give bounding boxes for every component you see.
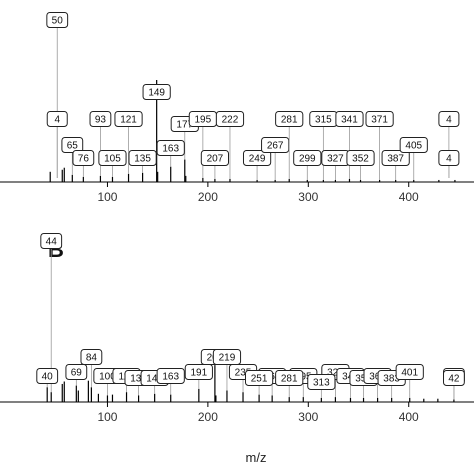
peak-label-box — [114, 111, 143, 127]
peak-label: 163 — [162, 144, 179, 155]
peak-label-box — [335, 111, 364, 127]
peak-label-box — [80, 349, 103, 365]
peak-label-box — [438, 150, 460, 166]
panel-a: A100200300400504657693105121135149177163… — [0, 8, 474, 204]
peak-label-box — [36, 368, 59, 384]
peak-label-box — [242, 150, 272, 166]
peak-label: 315 — [315, 115, 332, 126]
peak-label: 195 — [195, 115, 212, 126]
peak-label: 65 — [67, 141, 79, 152]
peak-label: 251 — [251, 374, 268, 385]
peak-label: 219 — [219, 353, 236, 364]
peak-label: 149 — [148, 88, 165, 99]
peak-label-box — [89, 111, 112, 127]
x-tick-label: 400 — [399, 410, 419, 424]
peak-label-box — [261, 137, 290, 153]
peak-label-box — [46, 12, 69, 28]
peak-label-box — [142, 84, 171, 100]
peak-label-box — [40, 233, 63, 249]
panel-b: B100200300400444084691001191311471632071… — [0, 233, 474, 424]
peak-label: 267 — [267, 141, 284, 152]
peak-label: 222 — [222, 115, 239, 126]
peak-label: 163 — [162, 372, 179, 383]
peak-label: 295 — [295, 372, 312, 383]
peak-label: 44 — [46, 237, 58, 248]
peak-label: 235 — [235, 368, 252, 379]
peak-label-box — [65, 364, 88, 380]
peak-label: 4 — [446, 154, 452, 165]
x-axis-title: m/z — [246, 450, 267, 465]
peak-label-box — [244, 370, 274, 386]
x-tick-label: 200 — [198, 410, 218, 424]
peak-label: 387 — [387, 154, 404, 165]
peak-label-box — [395, 364, 424, 380]
peak-label: 100 — [99, 372, 116, 383]
peak-label-box — [98, 150, 127, 166]
peak-label: 401 — [401, 368, 418, 379]
peak-label-box — [156, 140, 185, 156]
peak-label: 147 — [146, 374, 163, 385]
peak-label-box — [365, 111, 394, 127]
x-tick-label: 300 — [298, 410, 318, 424]
peak-label: 371 — [371, 115, 388, 126]
peak-label-box — [293, 150, 322, 166]
peak-label: 93 — [95, 115, 107, 126]
peak-label: 207 — [207, 154, 224, 165]
peak-label: 4 — [446, 115, 452, 126]
peak-label: 177 — [176, 120, 193, 131]
peak-label-box — [399, 137, 428, 153]
peak-label: 191 — [190, 368, 207, 379]
peak-label: 281 — [281, 115, 298, 126]
x-tick-label: 100 — [97, 410, 117, 424]
peak-label: 352 — [352, 154, 369, 165]
peak-label-box — [46, 111, 68, 127]
peak-label-box — [215, 111, 245, 127]
peak-label: 76 — [78, 154, 90, 165]
peak-label-box — [72, 150, 95, 166]
peak-label: 341 — [341, 115, 358, 126]
peak-label: 4 — [54, 115, 60, 126]
peak-label: 84 — [86, 353, 98, 364]
peak-label: 327 — [327, 368, 344, 379]
peak-label: 131 — [130, 374, 147, 385]
peak-label-box — [128, 150, 157, 166]
x-tick-label: 400 — [399, 190, 419, 204]
peak-label: 281 — [281, 374, 298, 385]
x-tick-label: 100 — [97, 190, 117, 204]
peak-label-box — [200, 150, 230, 166]
peak-label-box — [381, 150, 410, 166]
x-tick-label: 300 — [298, 190, 318, 204]
peak-label-box — [438, 111, 460, 127]
peak-label: 40 — [42, 372, 54, 383]
peak-label-box — [346, 150, 375, 166]
peak-label: 405 — [405, 141, 422, 152]
peak-label-box — [275, 370, 304, 386]
peak-label-box — [156, 368, 185, 384]
peak-label: 313 — [313, 378, 330, 389]
peak-label: 42 — [448, 374, 460, 385]
peak-label: 299 — [299, 154, 316, 165]
peak-label-box — [307, 374, 336, 390]
peak-label: 327 — [327, 154, 344, 165]
peak-label-box — [275, 111, 304, 127]
peak-label-box — [184, 364, 213, 380]
x-tick-label: 200 — [198, 190, 218, 204]
peak-label-box — [61, 137, 84, 153]
peak-label: 135 — [134, 154, 151, 165]
peak-label: 69 — [71, 368, 83, 379]
peak-label: 50 — [52, 16, 64, 27]
peak-label-box — [443, 370, 465, 386]
peak-label: 121 — [120, 115, 137, 126]
peak-label: 249 — [249, 154, 266, 165]
peak-label: 105 — [104, 154, 121, 165]
peak-label: 383 — [383, 374, 400, 385]
peak-label-box — [212, 349, 242, 365]
